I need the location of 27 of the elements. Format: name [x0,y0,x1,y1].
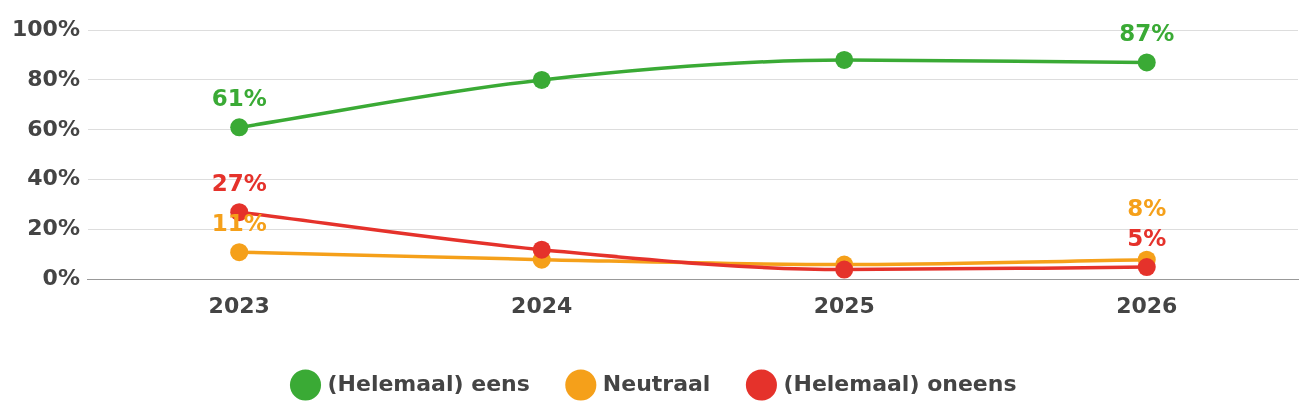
point [1137,53,1156,72]
y-tick-label: 0% [42,265,80,291]
legend-label: (Helemaal) eens [327,370,530,396]
y-tick-label: 60% [27,115,80,141]
data-label: 87% [1119,19,1175,46]
point [532,240,551,259]
point [230,243,249,262]
y-tick-label: 20% [27,215,80,241]
data-label: 8% [1127,194,1167,221]
legend-label: (Helemaal) oneens [783,370,1017,396]
data-label: 27% [211,169,267,196]
data-label: 11% [211,209,267,236]
y-tick-label: 80% [27,65,80,91]
point [230,118,249,137]
x-tick-label: 2024 [511,292,573,318]
data-label: 5% [1127,224,1167,251]
point [1137,258,1156,277]
point [532,70,551,89]
y-tick-label: 40% [27,165,80,191]
point [835,260,854,279]
x-tick-label: 2023 [208,292,270,318]
y-tick-label: 100% [12,15,80,41]
x-tick-label: 2025 [813,292,875,318]
x-tick-label: 2026 [1116,292,1178,318]
point [835,50,854,69]
legend-label: Neutraal [602,370,711,396]
data-label: 61% [211,84,267,111]
